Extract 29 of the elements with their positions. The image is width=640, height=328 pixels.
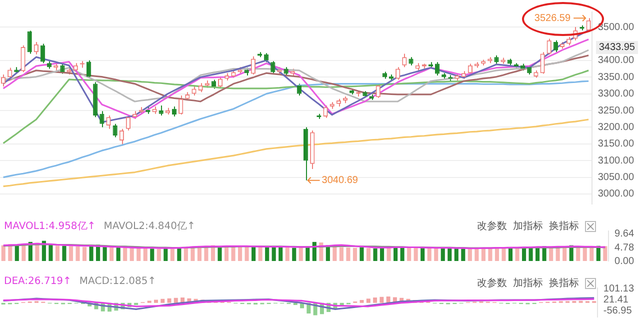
y-tick-label: 3000.00	[598, 188, 634, 200]
annotation: 加指标	[513, 276, 543, 290]
y-tick-label: 3350.00	[598, 72, 634, 83]
text: 3433.95	[596, 41, 638, 54]
y-tick-label: 101.13	[603, 283, 634, 294]
y-tick-label: 3400.00	[598, 55, 634, 66]
series-label: MACD:12.085↑	[79, 276, 156, 287]
y-tick-label: 3100.00	[598, 155, 634, 166]
annotation: 加指标	[513, 220, 543, 233]
series-label: DEA:26.719↑	[4, 276, 72, 287]
y-tick-label: 3150.00	[598, 138, 634, 150]
annotation: 换指标	[549, 220, 579, 233]
y-tick-label: 3250.00	[598, 105, 634, 116]
y-tick-label: -56.95	[603, 306, 632, 317]
annotation: 改参数	[477, 220, 507, 233]
y-tick-label: 3200.00	[598, 122, 634, 133]
annotation: 改参数	[477, 276, 507, 290]
y-tick-label: 4.78	[614, 242, 634, 254]
y-tick-label: 3300.00	[598, 88, 634, 100]
annotation: 换指标	[549, 276, 579, 290]
annotation: 3040.69	[322, 175, 358, 186]
y-tick-label: 9.64	[614, 228, 634, 240]
series-label: MAVOL1:4.958亿↑	[4, 221, 96, 232]
y-tick-label: 0.00	[614, 256, 634, 267]
annotation: 3526.59	[534, 12, 571, 24]
series-label: MAVOL2:4.840亿↑	[104, 221, 196, 232]
y-tick-label: 3050.00	[598, 172, 634, 184]
y-tick-label: 21.41	[603, 294, 629, 306]
y-tick-label: 3500.00	[598, 22, 634, 33]
